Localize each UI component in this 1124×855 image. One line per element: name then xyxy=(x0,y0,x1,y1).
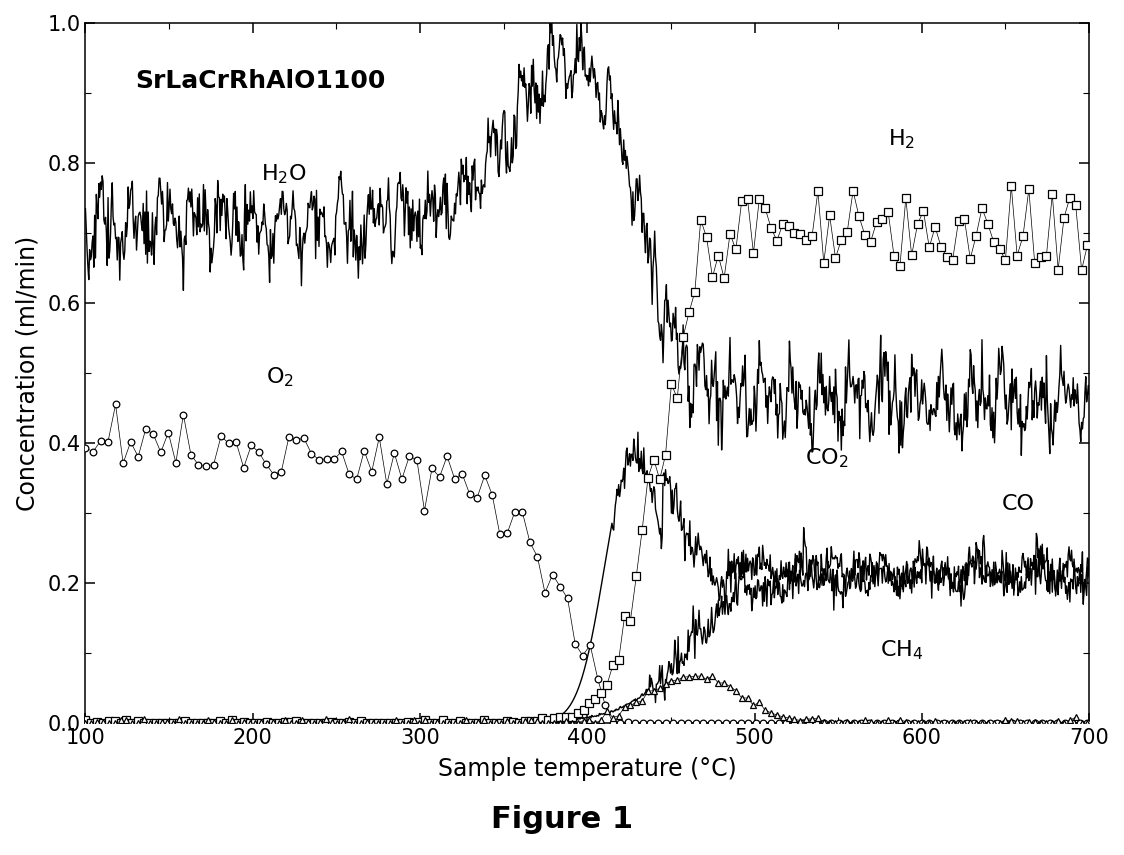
X-axis label: Sample temperature (°C): Sample temperature (°C) xyxy=(438,756,736,780)
Text: CH$_4$: CH$_4$ xyxy=(880,639,924,662)
Text: SrLaCrRhAlO1100: SrLaCrRhAlO1100 xyxy=(136,68,386,92)
Text: Figure 1: Figure 1 xyxy=(491,805,633,834)
Text: H$_2$O: H$_2$O xyxy=(261,162,307,186)
Text: O$_2$: O$_2$ xyxy=(266,365,294,389)
Text: CO: CO xyxy=(1003,493,1035,514)
Text: CO$_2$: CO$_2$ xyxy=(805,446,849,469)
Text: H$_2$: H$_2$ xyxy=(888,127,916,151)
Y-axis label: Concentration (ml/min): Concentration (ml/min) xyxy=(15,235,39,510)
